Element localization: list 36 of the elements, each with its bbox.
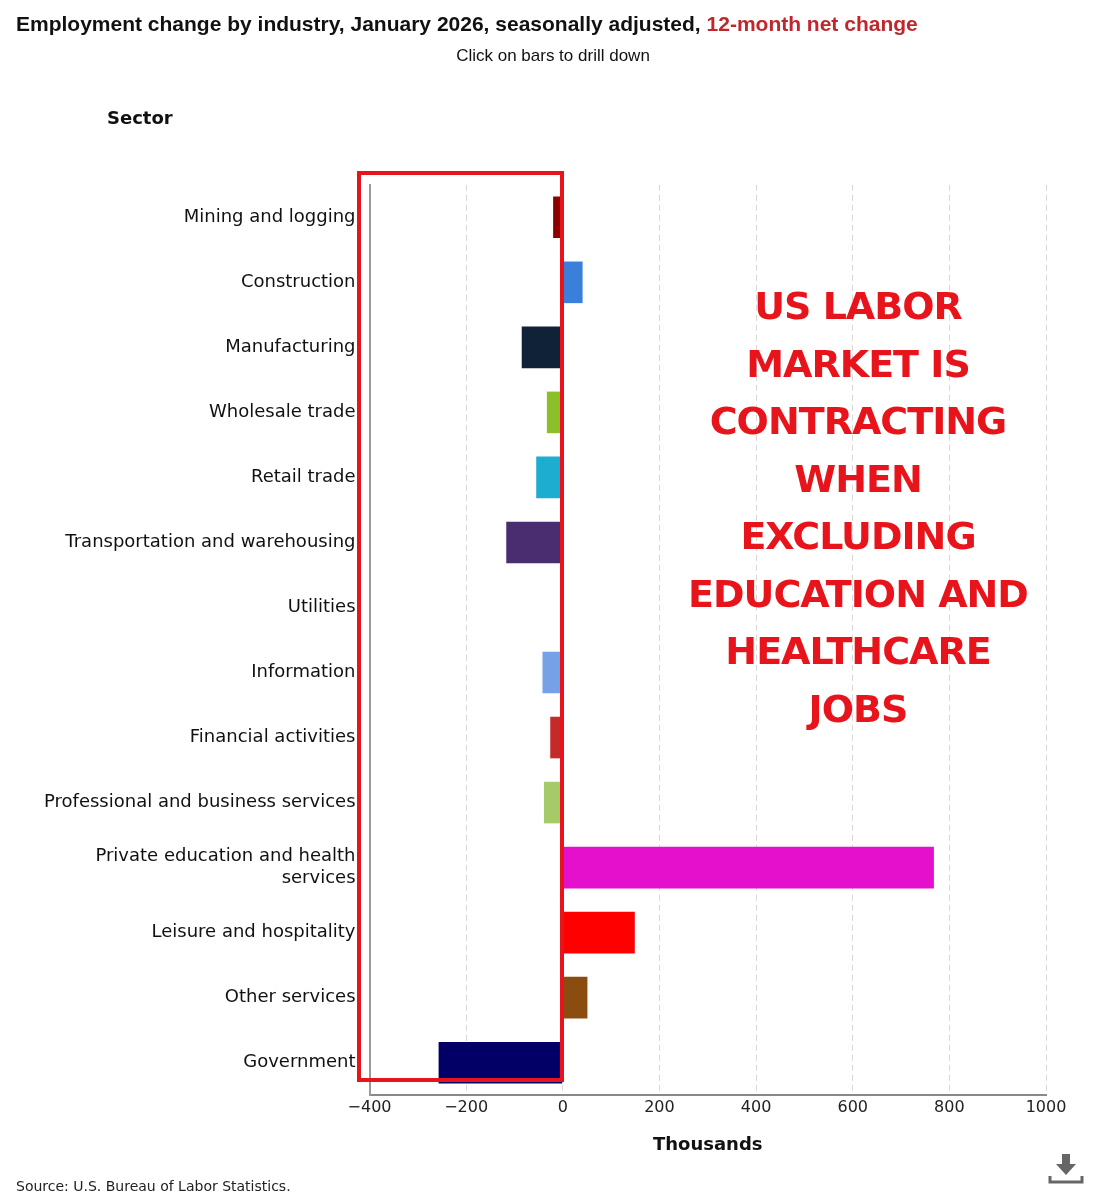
chart-title: Employment change by industry, January 2026, seasonally adjusted, 12-month net change	[16, 12, 918, 36]
y-tick-label: Financial activities	[189, 725, 356, 747]
y-tick-label: Professional and business services	[44, 790, 356, 812]
bar	[563, 261, 583, 304]
x-tick-label: −400	[347, 1096, 392, 1116]
chart-subtitle: Click on bars to drill down	[455, 46, 651, 66]
annotation: US LABOR MARKET IS CONTRACTING WHEN EXCLUDING EDUCATION AND HEALTHCARE JOBS	[687, 283, 1029, 733]
y-axis-title: Sector	[107, 107, 173, 128]
source-note: Source: U.S. Bureau of Labor Statistics.	[16, 1178, 291, 1194]
y-tick-label: Wholesale trade	[209, 400, 356, 422]
x-tick-label: 200	[644, 1096, 675, 1116]
x-tick-label: 400	[740, 1096, 772, 1116]
y-tick-label: Other services	[224, 985, 356, 1007]
y-tick-label: Construction	[240, 270, 356, 292]
y-tick-label: Leisure and hospitality	[151, 920, 356, 942]
y-tick-label: Transportation and warehousing	[64, 530, 356, 552]
bar	[563, 846, 934, 889]
x-axis-title: Thousands	[652, 1132, 763, 1154]
bar	[563, 911, 635, 954]
x-tick-label: 800	[934, 1096, 965, 1116]
y-tick-label: Manufacturing	[225, 335, 356, 357]
y-tick-label: Mining and logging	[183, 204, 356, 226]
y-tick-label: Retail trade	[250, 465, 356, 487]
y-tick-label: Utilities	[287, 595, 356, 617]
bar	[542, 651, 563, 694]
x-tick-label: 600	[837, 1096, 868, 1116]
x-tick-label: 0	[557, 1096, 568, 1116]
x-tick-label: −200	[444, 1096, 489, 1116]
x-tick-label: 1000	[1025, 1096, 1067, 1116]
bar	[521, 326, 563, 369]
y-tick-label: Government	[243, 1050, 356, 1072]
bar	[536, 456, 563, 499]
bar	[563, 976, 588, 1019]
y-tick-label: Information	[251, 660, 356, 682]
y-tick-label: Private education and health services	[95, 844, 356, 888]
bar	[506, 521, 563, 564]
